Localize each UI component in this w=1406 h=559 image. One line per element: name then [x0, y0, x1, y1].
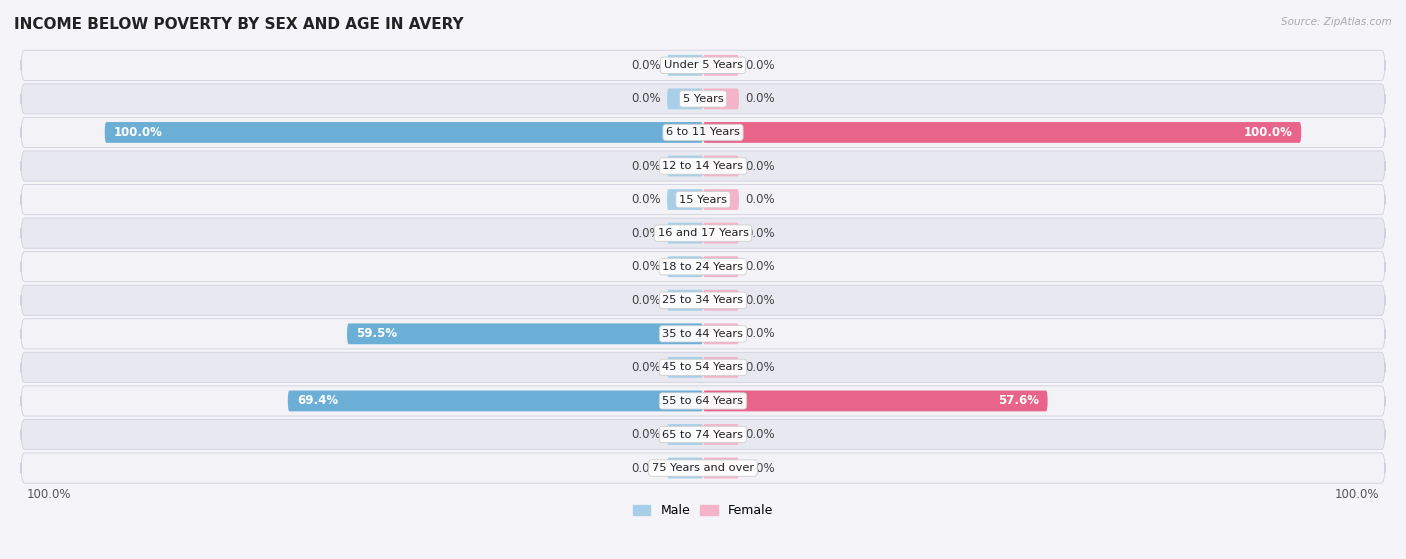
Text: 0.0%: 0.0%: [631, 59, 661, 72]
FancyBboxPatch shape: [21, 218, 1385, 248]
Text: 0.0%: 0.0%: [745, 361, 775, 374]
Text: 100.0%: 100.0%: [114, 126, 163, 139]
Text: 55 to 64 Years: 55 to 64 Years: [662, 396, 744, 406]
FancyBboxPatch shape: [21, 151, 1385, 181]
Text: 0.0%: 0.0%: [745, 462, 775, 475]
FancyBboxPatch shape: [21, 285, 1385, 315]
FancyBboxPatch shape: [666, 55, 703, 75]
FancyBboxPatch shape: [703, 391, 1047, 411]
FancyBboxPatch shape: [703, 155, 740, 177]
Text: 0.0%: 0.0%: [631, 193, 661, 206]
FancyBboxPatch shape: [666, 222, 703, 244]
Legend: Male, Female: Male, Female: [628, 499, 778, 522]
FancyBboxPatch shape: [21, 453, 1385, 483]
FancyBboxPatch shape: [703, 357, 740, 378]
FancyBboxPatch shape: [703, 256, 740, 277]
Text: 0.0%: 0.0%: [745, 260, 775, 273]
Text: 0.0%: 0.0%: [631, 361, 661, 374]
Text: 0.0%: 0.0%: [631, 226, 661, 240]
Text: 18 to 24 Years: 18 to 24 Years: [662, 262, 744, 272]
FancyBboxPatch shape: [21, 319, 1385, 349]
FancyBboxPatch shape: [666, 458, 703, 479]
FancyBboxPatch shape: [703, 458, 740, 479]
FancyBboxPatch shape: [21, 386, 1385, 416]
Text: 0.0%: 0.0%: [745, 92, 775, 106]
FancyBboxPatch shape: [703, 122, 1302, 143]
FancyBboxPatch shape: [21, 84, 1385, 114]
Text: 12 to 14 Years: 12 to 14 Years: [662, 161, 744, 171]
Text: 65 to 74 Years: 65 to 74 Years: [662, 429, 744, 439]
Text: 0.0%: 0.0%: [745, 159, 775, 173]
FancyBboxPatch shape: [703, 55, 740, 75]
FancyBboxPatch shape: [666, 88, 703, 110]
Text: 100.0%: 100.0%: [1243, 126, 1292, 139]
FancyBboxPatch shape: [666, 290, 703, 311]
Text: 5 Years: 5 Years: [683, 94, 723, 104]
FancyBboxPatch shape: [703, 88, 740, 110]
FancyBboxPatch shape: [666, 155, 703, 177]
FancyBboxPatch shape: [666, 424, 703, 445]
FancyBboxPatch shape: [666, 357, 703, 378]
Text: 0.0%: 0.0%: [745, 294, 775, 307]
Text: 59.5%: 59.5%: [356, 328, 396, 340]
FancyBboxPatch shape: [21, 419, 1385, 449]
Text: 100.0%: 100.0%: [27, 487, 72, 500]
Text: 25 to 34 Years: 25 to 34 Years: [662, 295, 744, 305]
FancyBboxPatch shape: [21, 184, 1385, 215]
FancyBboxPatch shape: [703, 424, 740, 445]
FancyBboxPatch shape: [104, 122, 703, 143]
Text: 0.0%: 0.0%: [745, 226, 775, 240]
FancyBboxPatch shape: [288, 391, 703, 411]
Text: 0.0%: 0.0%: [745, 328, 775, 340]
Text: 0.0%: 0.0%: [745, 59, 775, 72]
Text: 0.0%: 0.0%: [631, 92, 661, 106]
Text: 100.0%: 100.0%: [1334, 487, 1379, 500]
Text: 57.6%: 57.6%: [998, 395, 1039, 408]
Text: 6 to 11 Years: 6 to 11 Years: [666, 127, 740, 138]
Text: 69.4%: 69.4%: [297, 395, 337, 408]
Text: 0.0%: 0.0%: [631, 294, 661, 307]
FancyBboxPatch shape: [666, 189, 703, 210]
Text: 0.0%: 0.0%: [631, 159, 661, 173]
Text: INCOME BELOW POVERTY BY SEX AND AGE IN AVERY: INCOME BELOW POVERTY BY SEX AND AGE IN A…: [14, 17, 464, 32]
Text: Source: ZipAtlas.com: Source: ZipAtlas.com: [1281, 17, 1392, 27]
Text: 0.0%: 0.0%: [631, 428, 661, 441]
Text: 0.0%: 0.0%: [631, 260, 661, 273]
Text: 75 Years and over: 75 Years and over: [652, 463, 754, 473]
FancyBboxPatch shape: [21, 117, 1385, 148]
FancyBboxPatch shape: [703, 324, 740, 344]
FancyBboxPatch shape: [703, 189, 740, 210]
FancyBboxPatch shape: [703, 290, 740, 311]
FancyBboxPatch shape: [21, 352, 1385, 382]
Text: 0.0%: 0.0%: [745, 428, 775, 441]
Text: 16 and 17 Years: 16 and 17 Years: [658, 228, 748, 238]
FancyBboxPatch shape: [347, 324, 703, 344]
FancyBboxPatch shape: [666, 256, 703, 277]
Text: 45 to 54 Years: 45 to 54 Years: [662, 362, 744, 372]
Text: 0.0%: 0.0%: [631, 462, 661, 475]
FancyBboxPatch shape: [21, 252, 1385, 282]
FancyBboxPatch shape: [21, 50, 1385, 80]
Text: 35 to 44 Years: 35 to 44 Years: [662, 329, 744, 339]
Text: Under 5 Years: Under 5 Years: [664, 60, 742, 70]
Text: 0.0%: 0.0%: [745, 193, 775, 206]
Text: 15 Years: 15 Years: [679, 195, 727, 205]
FancyBboxPatch shape: [703, 222, 740, 244]
